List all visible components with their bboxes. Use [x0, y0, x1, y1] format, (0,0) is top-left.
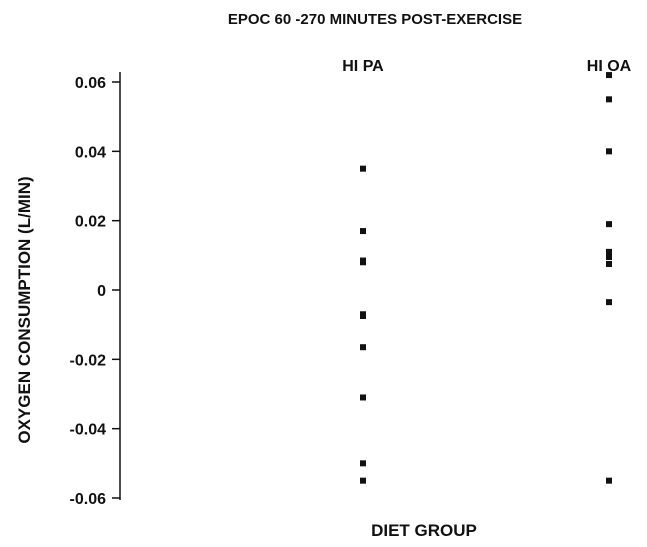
data-point	[360, 313, 366, 319]
data-point	[360, 165, 366, 172]
data-point	[360, 460, 366, 467]
data-point	[606, 96, 612, 103]
y-tick-label: 0.06	[75, 75, 106, 92]
data-point	[360, 394, 366, 401]
y-tick-label: -0.06	[70, 491, 107, 508]
y-tick-label: -0.02	[70, 352, 107, 369]
data-point	[606, 148, 612, 155]
category-label-hi-oa: HI OA	[587, 58, 632, 75]
data-point	[606, 254, 612, 261]
y-tick-label: 0	[97, 283, 106, 300]
data-point	[606, 72, 612, 79]
data-point	[606, 299, 612, 306]
chart-title: EPOC 60 -270 MINUTES POST-EXERCISE	[228, 11, 522, 28]
data-point	[360, 344, 366, 351]
y-axis-ticks: 0.06 0.04 0.02 0 -0.02 -0.04 -0.06	[70, 75, 120, 508]
data-point	[606, 261, 612, 267]
data-point	[360, 477, 366, 484]
x-axis-label: DIET GROUP	[371, 521, 477, 540]
data-point	[360, 228, 366, 235]
y-tick-label: 0.04	[75, 144, 106, 161]
data-points	[360, 72, 612, 484]
data-point	[360, 259, 366, 266]
data-point	[606, 221, 612, 228]
y-tick-label: 0.02	[75, 214, 106, 231]
category-label-hi-pa: HI PA	[342, 58, 384, 75]
y-tick-label: -0.04	[70, 422, 107, 439]
data-point	[606, 248, 612, 255]
y-axis-label: OXYGEN CONSUMPTION (L/MIN)	[15, 176, 34, 443]
data-point	[606, 477, 612, 484]
